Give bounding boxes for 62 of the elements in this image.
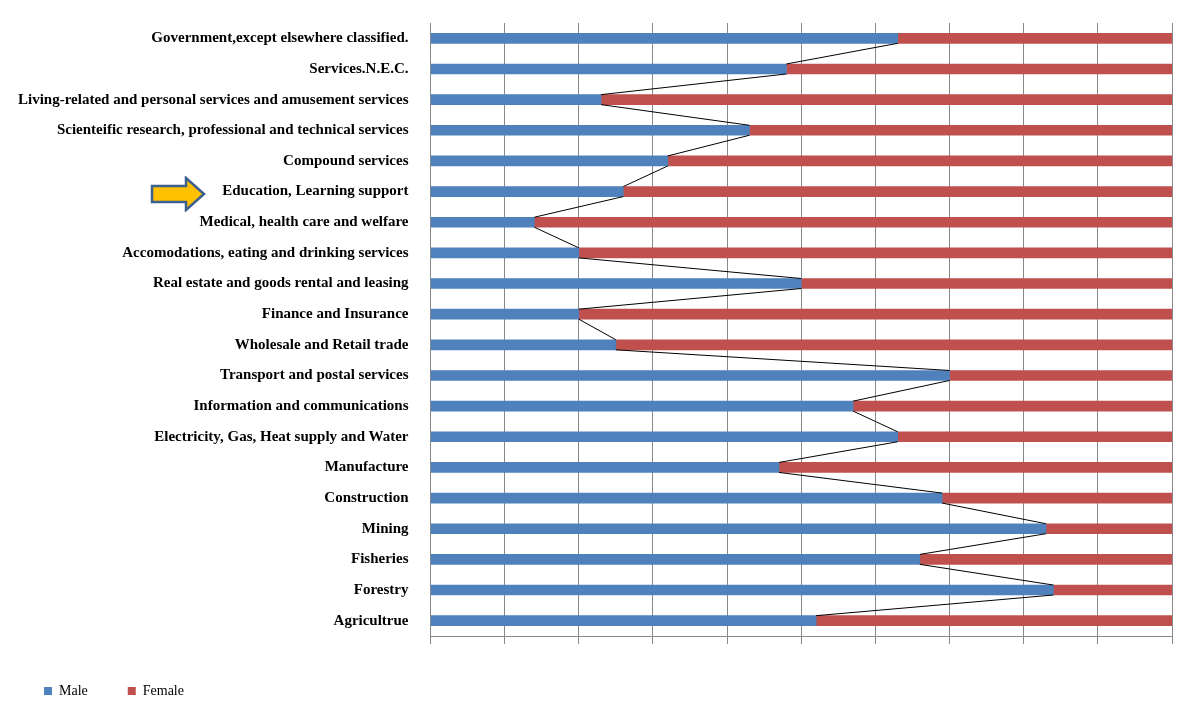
y-tick-label: Services.N.E.C. — [309, 59, 409, 76]
y-tick-label: Manufacture — [324, 458, 409, 475]
bar — [430, 124, 750, 136]
y-tick-label: Accomodations, eating and drinking services — [122, 243, 409, 260]
bar — [534, 216, 1172, 228]
bar — [430, 554, 921, 565]
bar — [897, 32, 1172, 44]
bar — [430, 63, 787, 75]
bar — [778, 462, 1172, 473]
bar — [430, 492, 943, 504]
y-tick-label: Transport and postal services — [220, 366, 409, 383]
bar — [919, 554, 1172, 565]
bar — [430, 431, 898, 443]
bar — [815, 615, 1172, 627]
bar — [430, 32, 898, 44]
bar — [852, 400, 1172, 412]
bar — [578, 247, 1172, 259]
y-tick-label: Scienteific research, professional and technical services — [56, 121, 409, 138]
y-tick-label: Compound services — [283, 151, 409, 168]
bar — [430, 584, 1054, 596]
y-tick-label: Construction — [324, 488, 410, 505]
bar — [578, 308, 1172, 320]
bar — [430, 216, 535, 228]
bar — [430, 186, 624, 197]
y-tick-label: Agricultrue — [333, 611, 409, 628]
y-tick-label: Forestry — [353, 580, 410, 597]
y-tick-label: Real estate and goods rental and leasing — [152, 274, 410, 291]
legend-label: Female — [142, 682, 184, 698]
y-tick-label: Mining — [361, 519, 410, 536]
bar — [430, 155, 669, 167]
y-tick-label: Living-related and personal services and amusement services — [18, 90, 409, 107]
y-tick-label: Electricity, Gas, Heat supply and Water — [154, 427, 409, 444]
bar — [749, 124, 1172, 136]
y-tick-label: Education, Learning support — [222, 182, 409, 199]
legend-label: Male — [59, 682, 88, 698]
bar — [430, 615, 817, 627]
bar — [622, 186, 1172, 197]
y-tick-label: Finance and Insurance — [261, 305, 409, 322]
bar — [430, 247, 580, 259]
y-tick-label: Medical, health care and welfare — [199, 213, 409, 230]
bar — [786, 63, 1172, 75]
bar — [667, 155, 1172, 167]
bar — [615, 339, 1172, 351]
bar — [1053, 584, 1172, 596]
bar — [949, 370, 1172, 381]
bar — [800, 278, 1172, 289]
bar — [430, 462, 780, 473]
bar — [1045, 523, 1172, 535]
bar — [430, 400, 854, 412]
y-tick-label: Information and communications — [193, 397, 409, 413]
y-tick-label: Wholesale and Retail trade — [234, 335, 409, 352]
bar — [941, 492, 1172, 504]
bar — [897, 431, 1172, 443]
bar — [430, 339, 617, 351]
bar — [600, 94, 1172, 105]
bar — [430, 94, 602, 105]
bar — [430, 308, 580, 320]
bar — [430, 278, 802, 289]
bar — [430, 370, 950, 381]
bar — [430, 523, 1047, 535]
y-tick-label: Government,except elsewhere classified. — [151, 29, 409, 46]
y-tick-label: Fisheries — [351, 550, 409, 567]
